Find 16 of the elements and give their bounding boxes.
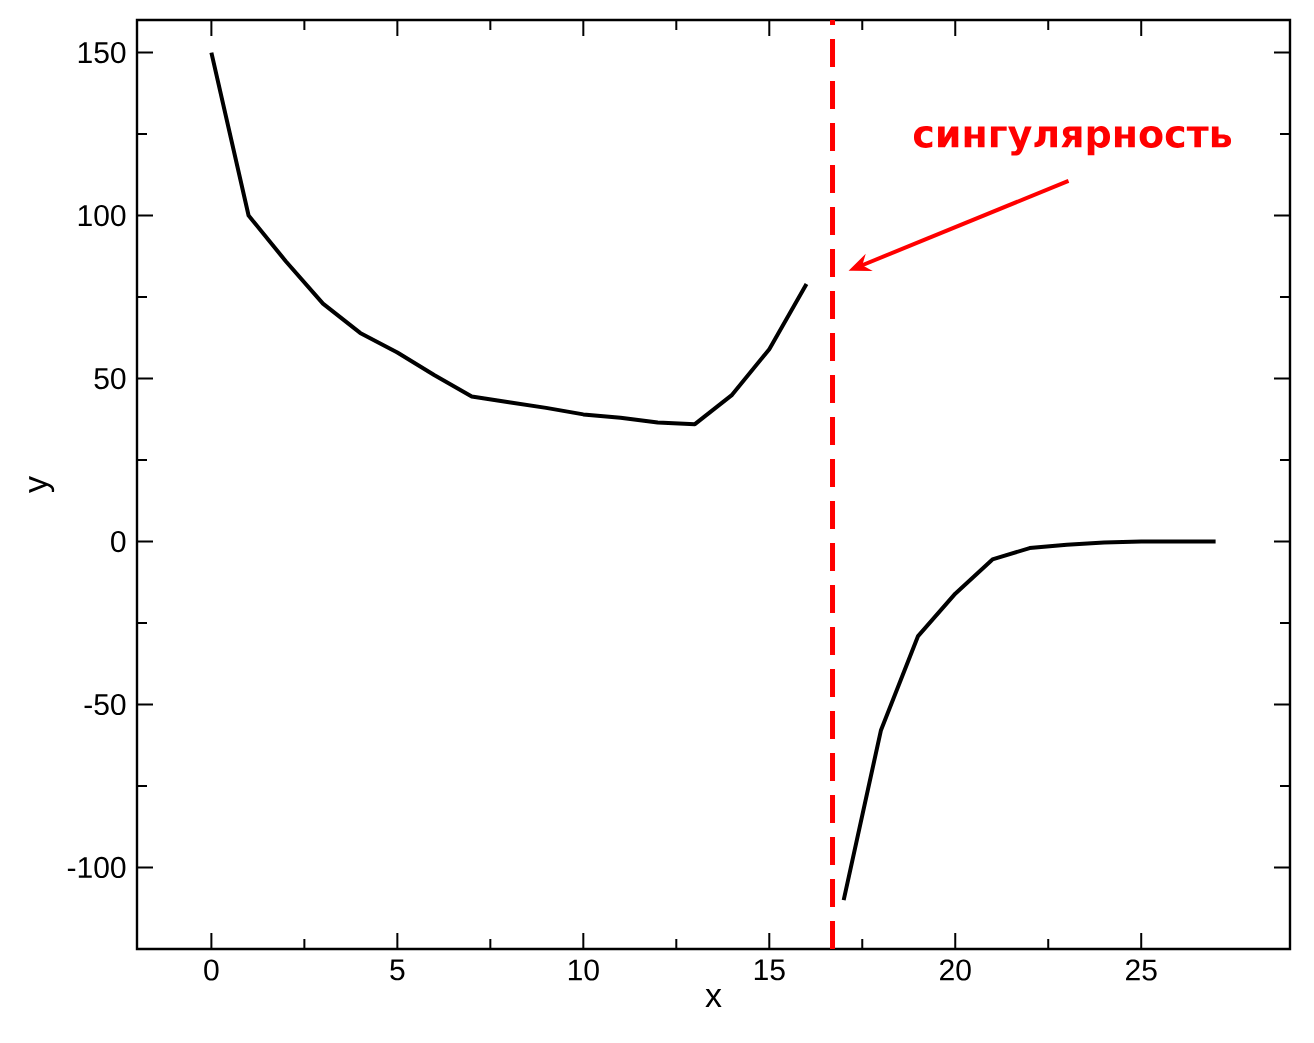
y-tick-label: 150 bbox=[78, 41, 126, 64]
x-tick-label: 0 bbox=[204, 959, 219, 981]
y-tick-label: -100 bbox=[67, 856, 126, 879]
y-tick-label: 0 bbox=[111, 530, 126, 553]
y-axis-title: y bbox=[29, 476, 55, 493]
ref-line-label: сингулярность bbox=[913, 126, 1232, 156]
y-tick-label: 100 bbox=[78, 204, 126, 227]
x-tick-label: 20 bbox=[940, 959, 971, 981]
x-axis-title: x bbox=[705, 989, 722, 1007]
x-tick-label: 10 bbox=[568, 959, 599, 981]
y-tick-label: -50 bbox=[84, 693, 126, 716]
y-tick-label: 50 bbox=[94, 367, 126, 390]
x-tick-label: 15 bbox=[754, 959, 785, 981]
x-tick-label: 25 bbox=[1126, 959, 1157, 981]
line-series bbox=[209, 50, 809, 427]
x-tick-label: 5 bbox=[390, 959, 405, 981]
